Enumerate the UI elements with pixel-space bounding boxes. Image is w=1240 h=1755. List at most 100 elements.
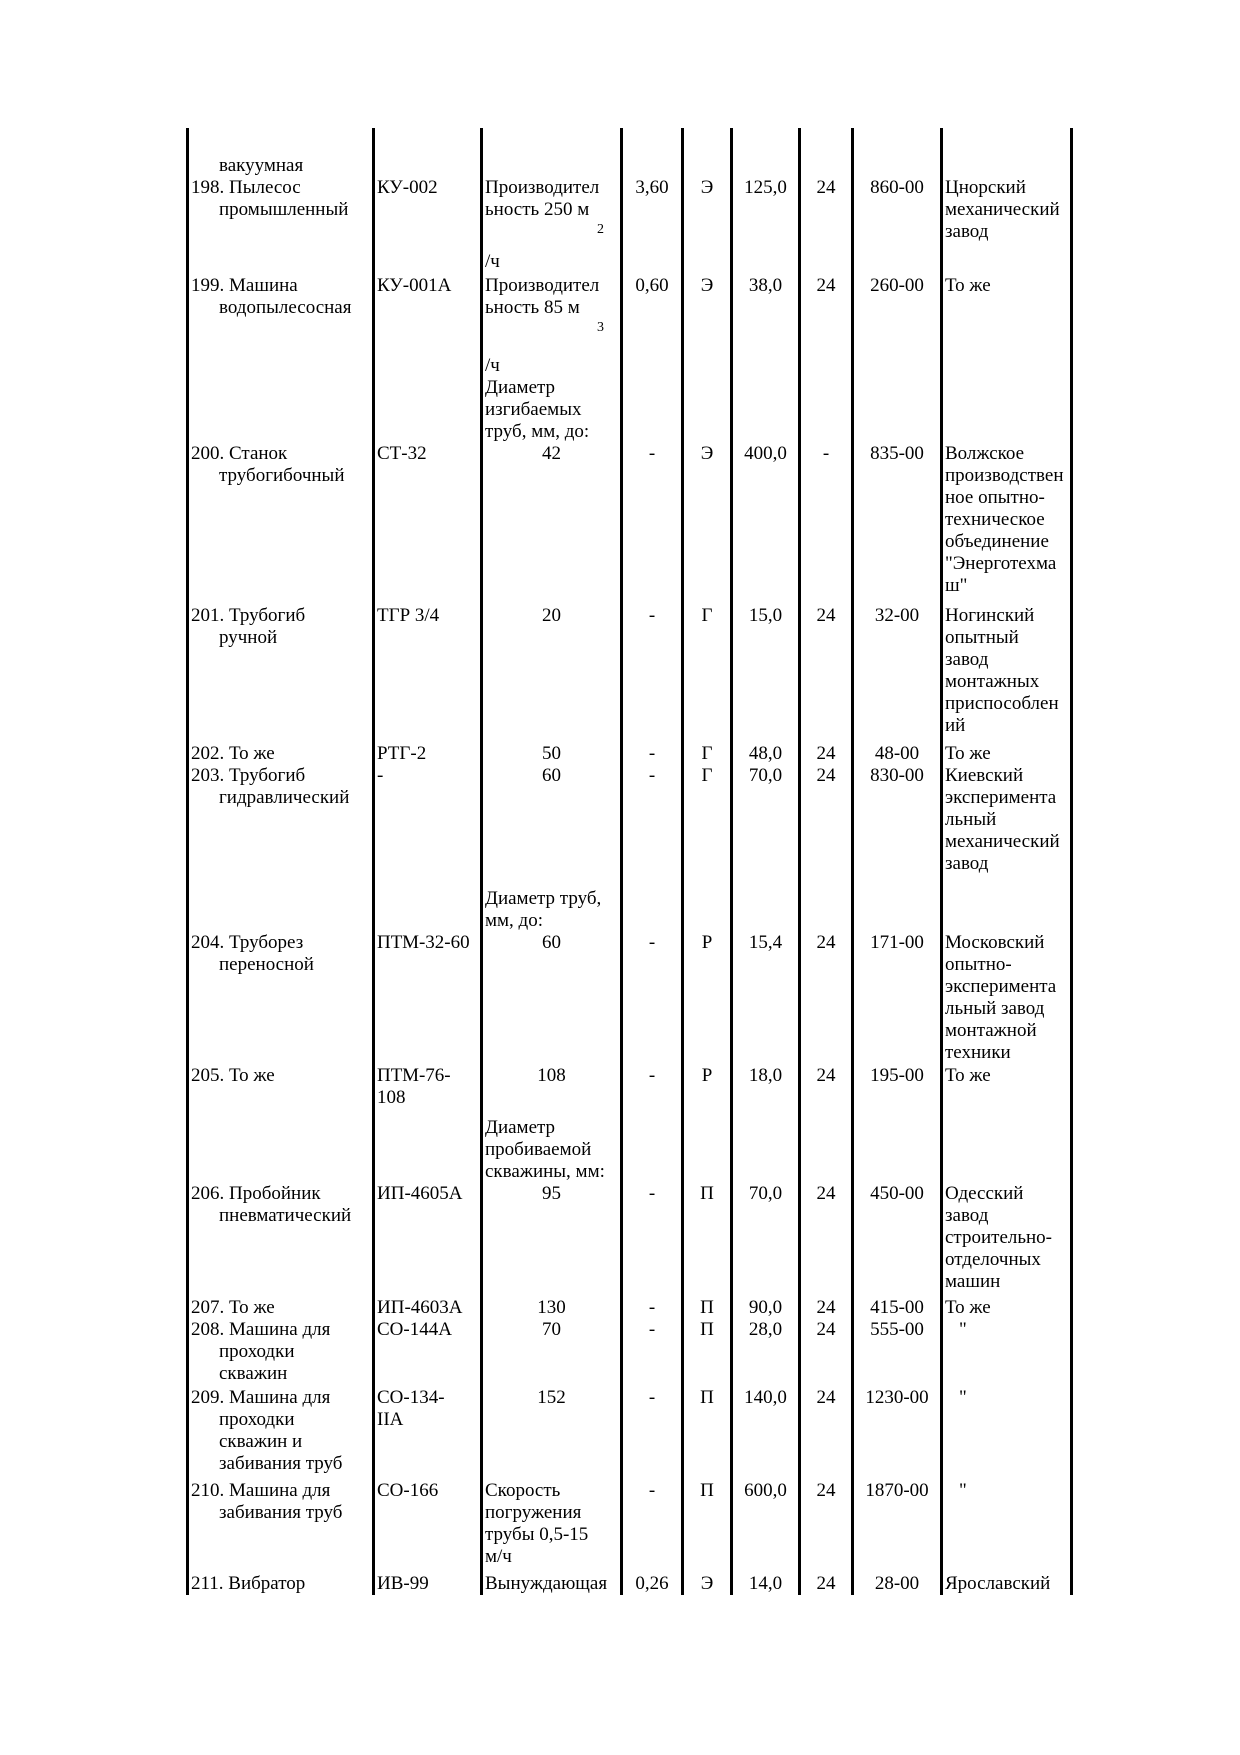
norm-cell: -	[620, 932, 681, 1065]
drive-letter: Г	[701, 605, 713, 626]
price-cell: 32-00	[851, 605, 940, 743]
price-value: 195-00	[870, 1065, 924, 1086]
item-name: 208. Машина для проходки скважин	[191, 1319, 331, 1384]
drive-cell: П	[681, 1297, 730, 1319]
characteristic-top: 50	[483, 743, 620, 765]
drive-cell: П	[681, 1480, 730, 1573]
manufacturer-name: Московский опытно- эксперимента льный за…	[945, 932, 1057, 1063]
characteristic-top: 70	[483, 1319, 620, 1341]
price-cell: 28-00	[851, 1573, 940, 1595]
model-cell: СТ-32	[372, 443, 480, 605]
item-name-cell: 210. Машина для забивания труб	[186, 1480, 372, 1573]
norm-cell: -	[620, 765, 681, 932]
term-cell: 24	[798, 605, 851, 743]
price-value: 415-00	[870, 1297, 924, 1318]
price-value: 260-00	[870, 275, 924, 296]
model-code: ПТМ-32-60	[377, 932, 470, 953]
mass-value: 125,0	[744, 177, 787, 198]
drive-cell: Р	[681, 932, 730, 1065]
table-row: 205. То же ПТМ-76- 108 108 Диаметр пробивае…	[186, 1065, 1076, 1183]
mass-cell: 140,0	[730, 1387, 798, 1480]
mass-cell: 48,0	[730, 743, 798, 765]
price-cell: 195-00	[851, 1065, 940, 1183]
manufacturer-name: Ярославский	[945, 1573, 1051, 1594]
drive-letter: П	[700, 1387, 714, 1408]
table-row: 203. Трубогиб гидравлический - 60 Диаметр т…	[186, 765, 1076, 932]
manufacturer-cell: Ярославский	[940, 1573, 1073, 1595]
item-name-cell: 209. Машина для проходки скважин и забив…	[186, 1387, 372, 1480]
manufacturer-name: То же	[945, 1065, 991, 1086]
mass-value: 70,0	[748, 765, 783, 786]
item-name-cell: 208. Машина для проходки скважин	[186, 1319, 372, 1387]
price-value: 32-00	[874, 605, 920, 626]
price-cell: 48-00	[851, 743, 940, 765]
drive-letter: П	[700, 1319, 714, 1340]
manufacturer-name: То же	[945, 743, 991, 764]
characteristic-top: 20	[483, 605, 620, 627]
blank-space	[483, 239, 620, 251]
price-cell: 860-00	[851, 177, 940, 275]
model-cell: ПТМ-76- 108	[372, 1065, 480, 1183]
table-row: 208. Машина для проходки скважин СО-144А 7…	[186, 1319, 1076, 1387]
model-cell: КУ-001А	[372, 275, 480, 443]
item-name: вакуумная	[219, 155, 304, 176]
term-value: 24	[816, 177, 836, 198]
item-name-cell: 205. То же	[186, 1065, 372, 1183]
characteristic-cell: 42	[480, 443, 620, 605]
characteristic-cell: 70	[480, 1319, 620, 1387]
term-cell: -	[798, 443, 851, 605]
drive-cell	[681, 128, 730, 177]
item-name: 202. То же	[191, 743, 275, 764]
drive-cell: П	[681, 1387, 730, 1480]
drive-letter: Э	[700, 275, 714, 296]
characteristic-cell: 130	[480, 1297, 620, 1319]
characteristic-cell: Вынуждающая	[480, 1573, 620, 1595]
item-name: 201. Трубогиб ручной	[191, 605, 306, 648]
manufacturer-cell: То же	[940, 1065, 1073, 1183]
item-name: 206. Пробойник пневматический	[191, 1183, 352, 1226]
table-row: 209. Машина для проходки скважин и забив…	[186, 1387, 1076, 1480]
model-cell: РТГ-2	[372, 743, 480, 765]
characteristic-top: Вынуждающая	[483, 1573, 620, 1595]
norm-cell: -	[620, 743, 681, 765]
equipment-table: вакуумная 198. Пылесос промышленный КУ-002…	[186, 128, 1076, 1595]
norm-value: -	[648, 765, 656, 786]
drive-cell: Г	[681, 765, 730, 932]
item-name-cell: 206. Пробойник пневматический	[186, 1183, 372, 1297]
manufacturer-cell: То же	[940, 1297, 1073, 1319]
manufacturer-name: Волжское производствен ное опытно- техни…	[945, 443, 1064, 596]
characteristic-text: /ч	[485, 355, 500, 376]
model-code: СО-134- IIА	[377, 1387, 445, 1430]
norm-cell	[620, 128, 681, 177]
manufacturer-cell: Ногинский опытный завод монтажных приспо…	[940, 605, 1073, 743]
manufacturer-cell: "	[940, 1319, 1073, 1387]
norm-value: 0,26	[635, 1573, 669, 1594]
mass-cell: 14,0	[730, 1573, 798, 1595]
term-value: 24	[816, 743, 836, 764]
mass-value: 140,0	[744, 1387, 787, 1408]
mass-cell: 70,0	[730, 765, 798, 932]
characteristic-top: 42	[483, 443, 620, 465]
term-value: 24	[816, 932, 836, 953]
model-cell: СО-166	[372, 1480, 480, 1573]
manufacturer-cell	[940, 128, 1073, 177]
mass-cell: 90,0	[730, 1297, 798, 1319]
mass-value: 14,0	[748, 1573, 783, 1594]
item-name-cell: 211. Вибратор	[186, 1573, 372, 1595]
table-row: 204. Труборез переносной ПТМ-32-60 60 - Р 15,…	[186, 932, 1076, 1065]
characteristic-value: 95	[542, 1183, 561, 1204]
characteristic-cell: 95	[480, 1183, 620, 1297]
mass-cell: 70,0	[730, 1183, 798, 1297]
term-value: 24	[816, 1183, 836, 1204]
characteristic-value: 42	[542, 443, 561, 464]
item-name: 205. То же	[191, 1065, 275, 1086]
manufacturer-name: Одесский завод строительно- отделочных м…	[945, 1183, 1053, 1292]
term-cell: 24	[798, 765, 851, 932]
term-value: -	[822, 443, 830, 464]
drive-letter: П	[700, 1480, 714, 1501]
item-name: 210. Машина для забивания труб	[191, 1480, 343, 1523]
norm-value: 3,60	[635, 177, 669, 198]
term-cell: 24	[798, 1297, 851, 1319]
price-cell: 1870-00	[851, 1480, 940, 1573]
model-code: СО-166	[377, 1480, 439, 1501]
